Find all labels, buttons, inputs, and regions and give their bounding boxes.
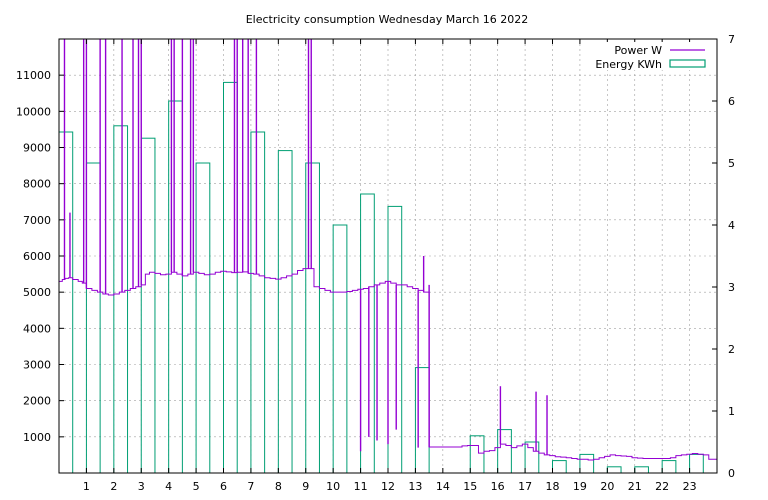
x-tick-label: 3 <box>138 480 145 493</box>
x-tick-label: 12 <box>381 480 395 493</box>
x-tick-label: 6 <box>220 480 227 493</box>
x-tick-label: 21 <box>628 480 642 493</box>
legend-label-power: Power W <box>614 44 662 57</box>
x-tick-label: 1 <box>83 480 90 493</box>
y2-tick-label: 2 <box>728 343 735 356</box>
axes-layer: 1 2 3 4 5 6 7 8 9 10 11 12 13 14 15 16 17 18 19 20 21 22 23100… <box>16 33 735 493</box>
y-tick-label: 9000 <box>23 142 51 155</box>
x-tick-label: 9 <box>302 480 309 493</box>
x-tick-label: 13 <box>408 480 422 493</box>
x-tick-label: 22 <box>655 480 669 493</box>
y2-tick-label: 7 <box>728 33 735 46</box>
y-tick-label: 2000 <box>23 395 51 408</box>
x-tick-label: 18 <box>546 480 560 493</box>
y-tick-label: 11000 <box>16 69 51 82</box>
legend: Power W Energy KWh <box>588 42 710 71</box>
x-tick-label: 19 <box>573 480 587 493</box>
y2-tick-label: 5 <box>728 157 735 170</box>
x-tick-label: 10 <box>326 480 340 493</box>
x-tick-label: 11 <box>354 480 368 493</box>
x-tick-label: 16 <box>491 480 505 493</box>
y-tick-label: 7000 <box>23 214 51 227</box>
x-tick-label: 8 <box>275 480 282 493</box>
y2-tick-label: 3 <box>728 281 735 294</box>
y-tick-label: 6000 <box>23 250 51 263</box>
x-tick-label: 17 <box>518 480 532 493</box>
y-tick-label: 1000 <box>23 431 51 444</box>
legend-swatch-energy <box>669 59 706 68</box>
x-tick-label: 14 <box>436 480 450 493</box>
y2-tick-label: 6 <box>728 95 735 108</box>
x-tick-label: 4 <box>165 480 172 493</box>
y-tick-label: 8000 <box>23 178 51 191</box>
legend-label-energy: Energy KWh <box>595 58 662 71</box>
x-tick-label: 2 <box>110 480 117 493</box>
chart-title: Electricity consumption Wednesday March … <box>246 13 529 26</box>
x-tick-label: 23 <box>683 480 697 493</box>
y2-tick-label: 4 <box>728 219 735 232</box>
x-tick-label: 7 <box>247 480 254 493</box>
legend-box <box>588 42 710 70</box>
y2-tick-label: 1 <box>728 405 735 418</box>
y-tick-label: 5000 <box>23 286 51 299</box>
y-tick-label: 3000 <box>23 359 51 372</box>
x-tick-label: 5 <box>193 480 200 493</box>
y-tick-label: 4000 <box>23 322 51 335</box>
x-tick-label: 20 <box>600 480 614 493</box>
y2-tick-label: 0 <box>728 467 735 480</box>
y-tick-label: 10000 <box>16 105 51 118</box>
x-tick-label: 15 <box>463 480 477 493</box>
power-line-layer <box>59 39 717 461</box>
